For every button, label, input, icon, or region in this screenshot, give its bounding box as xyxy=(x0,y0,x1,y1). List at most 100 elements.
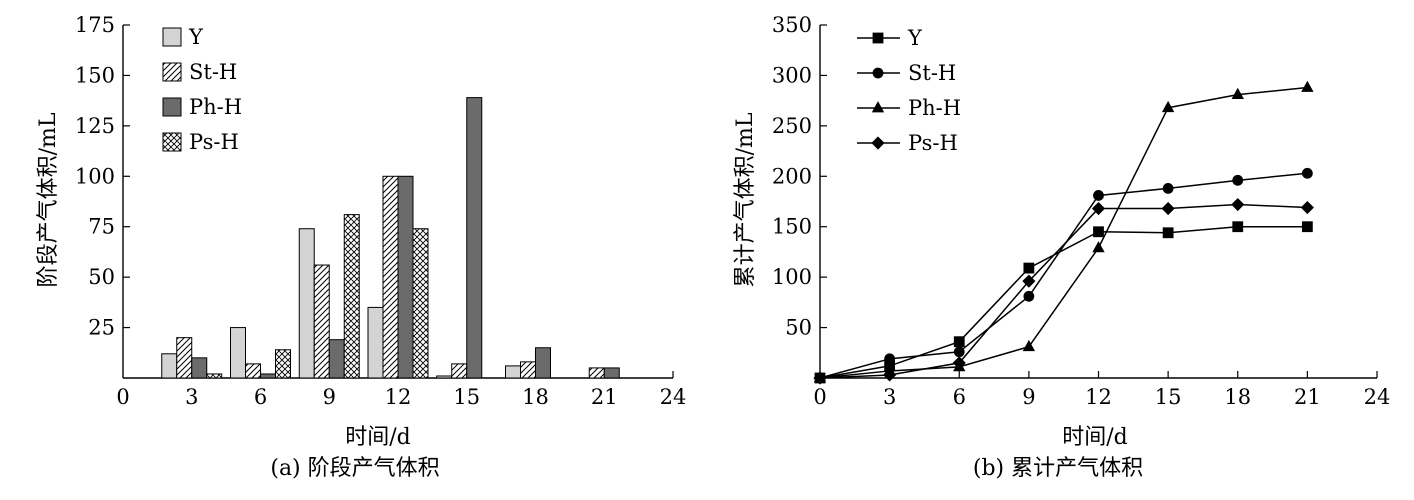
line-y xyxy=(819,225,1308,379)
point-ps-h-day-12 xyxy=(1091,201,1106,216)
bar-ph-h-day-6 xyxy=(260,373,276,379)
legend-label-ph-h: Ph-H xyxy=(189,95,242,119)
line-ps-h xyxy=(819,203,1308,379)
bar-y-day-15 xyxy=(436,375,453,379)
panel-b-x-tick-label: 21 xyxy=(1294,385,1321,409)
bar-st-h-day-15 xyxy=(451,363,468,379)
legend-label-ps-h: Ps-H xyxy=(908,131,958,155)
point-ps-h-day-9 xyxy=(1022,274,1036,288)
panel-a-bars xyxy=(161,97,620,379)
point-st-h-day-18 xyxy=(1232,174,1244,186)
bar-ps-h-day-3 xyxy=(206,373,223,379)
panel-b-y-tick-label: 300 xyxy=(772,63,812,87)
panel-b-x-tick-label: 24 xyxy=(1364,385,1391,409)
panel-a-legend: Y St-H Ph-H Ps-H xyxy=(162,25,242,154)
point-ps-h-day-0 xyxy=(813,371,827,385)
panel-b-axes: 0 3 6 9 12 15 18 21 24 50 100 150 200 250 300 350 xyxy=(772,13,1390,409)
point-ps-h-day-15 xyxy=(1161,201,1175,216)
bar-y-day-3 xyxy=(161,353,178,379)
legend-label-st-h: St-H xyxy=(908,61,956,85)
point-y-day-18 xyxy=(1232,221,1244,233)
panel-b-y-tick-label: 350 xyxy=(772,13,812,37)
bar-st-h-day-6 xyxy=(245,363,261,379)
point-y-day-15 xyxy=(1162,227,1174,239)
panel-a-x-tick-label: 9 xyxy=(323,385,336,409)
legend-swatch-st-h xyxy=(162,62,182,82)
bar-ph-h-day-15 xyxy=(466,97,483,379)
bar-y-day-12 xyxy=(367,306,384,379)
point-st-h-day-3 xyxy=(884,353,896,365)
panel-a-y-tick-label: 175 xyxy=(75,13,115,37)
legend-marker-y xyxy=(872,32,884,44)
legend-marker-st-h xyxy=(872,67,884,79)
bar-y-day-18 xyxy=(505,365,521,379)
legend-label-st-h: St-H xyxy=(189,60,237,84)
panel-b-y-tick-label: 50 xyxy=(785,316,812,340)
bar-y-day-9 xyxy=(298,228,315,379)
bar-ph-h-day-3 xyxy=(191,357,208,379)
panel-a-x-tick-label: 12 xyxy=(385,385,412,409)
panel-b-y-tick-label: 250 xyxy=(772,114,812,138)
legend-swatch-y xyxy=(162,27,182,47)
legend-swatch-ps-h xyxy=(162,132,182,152)
point-st-h-day-21 xyxy=(1301,167,1313,179)
panel-b-y-label: 累计产气体积/mL xyxy=(733,112,758,287)
bar-st-h-day-18 xyxy=(520,361,536,379)
panel-b-x-tick-label: 15 xyxy=(1155,385,1182,409)
panel-a-y-tick-label: 125 xyxy=(75,114,115,138)
bar-st-h-day-21 xyxy=(588,367,605,379)
panel-b-x-tick-label: 6 xyxy=(953,385,966,409)
panel-a-caption: (a) 阶段产气体积 xyxy=(270,456,439,481)
panel-b-x-label: 时间/d xyxy=(1062,425,1128,450)
legend-label-ph-h: Ph-H xyxy=(908,96,961,120)
panel-b: 0 3 6 9 12 15 18 21 24 50 100 150 200 250 300 350 Y St-H… xyxy=(733,13,1390,481)
panel-a-y-tick-label: 100 xyxy=(75,164,115,188)
bar-y-day-6 xyxy=(230,327,246,379)
panel-b-x-tick-label: 9 xyxy=(1022,385,1035,409)
panel-a-y-tick-label: 50 xyxy=(88,265,115,289)
point-ps-h-day-18 xyxy=(1231,197,1245,212)
panel-a-x-tick-label: 18 xyxy=(522,385,549,409)
bar-ph-h-day-18 xyxy=(535,347,551,379)
legend-swatch-ph-h xyxy=(162,97,182,117)
bar-st-h-day-3 xyxy=(176,337,193,379)
panel-a-axes: 0 3 6 9 12 15 18 21 24 25 50 75 100 125 150 175 xyxy=(75,13,686,409)
legend-label-y: Y xyxy=(907,26,923,50)
point-ph-h-day-9 xyxy=(1022,339,1036,352)
panel-b-x-tick-label: 3 xyxy=(883,385,896,409)
legend-marker-ps-h xyxy=(871,136,885,150)
panel-b-legend: Y St-H Ph-H Ps-H xyxy=(857,26,961,155)
point-st-h-day-12 xyxy=(1093,190,1104,201)
point-st-h-day-6 xyxy=(953,346,965,358)
legend-label-ps-h: Ps-H xyxy=(189,130,239,154)
panel-b-y-tick-label: 100 xyxy=(772,265,812,289)
panel-a-x-tick-label: 3 xyxy=(185,385,198,409)
panel-a-y-tick-label: 150 xyxy=(75,63,115,87)
bar-ps-h-day-6 xyxy=(275,349,291,379)
panel-a-x-tick-label: 6 xyxy=(254,385,267,409)
point-ps-h-day-21 xyxy=(1300,200,1314,215)
panel-b-y-tick-label: 150 xyxy=(772,215,812,239)
panel-a-y-label: 阶段产气体积/mL xyxy=(36,112,61,287)
bar-st-h-day-9 xyxy=(313,264,330,379)
panel-a: 0 3 6 9 12 15 18 21 24 25 50 75 100 125 150 175 Y St-H Ph… xyxy=(36,13,686,481)
panel-a-x-tick-label: 0 xyxy=(116,385,129,409)
panel-b-x-tick-label: 0 xyxy=(813,385,826,409)
point-y-day-21 xyxy=(1301,221,1313,233)
panel-a-x-tick-label: 15 xyxy=(453,385,480,409)
point-y-day-12 xyxy=(1093,226,1104,238)
panel-b-lines xyxy=(813,80,1314,385)
point-st-h-day-9 xyxy=(1023,290,1035,302)
point-st-h-day-15 xyxy=(1162,182,1174,194)
point-ph-h-day-18 xyxy=(1231,87,1244,99)
panel-a-x-label: 时间/d xyxy=(345,425,411,450)
point-ps-h-day-6 xyxy=(952,356,966,370)
panel-a-x-tick-label: 21 xyxy=(591,385,618,409)
line-ph-h xyxy=(819,86,1308,379)
bar-ps-h-day-9 xyxy=(343,214,360,379)
point-y-day-6 xyxy=(953,336,965,348)
panel-b-x-tick-label: 18 xyxy=(1224,385,1251,409)
bar-ps-h-day-12 xyxy=(412,228,429,379)
point-ph-h-day-21 xyxy=(1301,80,1314,92)
